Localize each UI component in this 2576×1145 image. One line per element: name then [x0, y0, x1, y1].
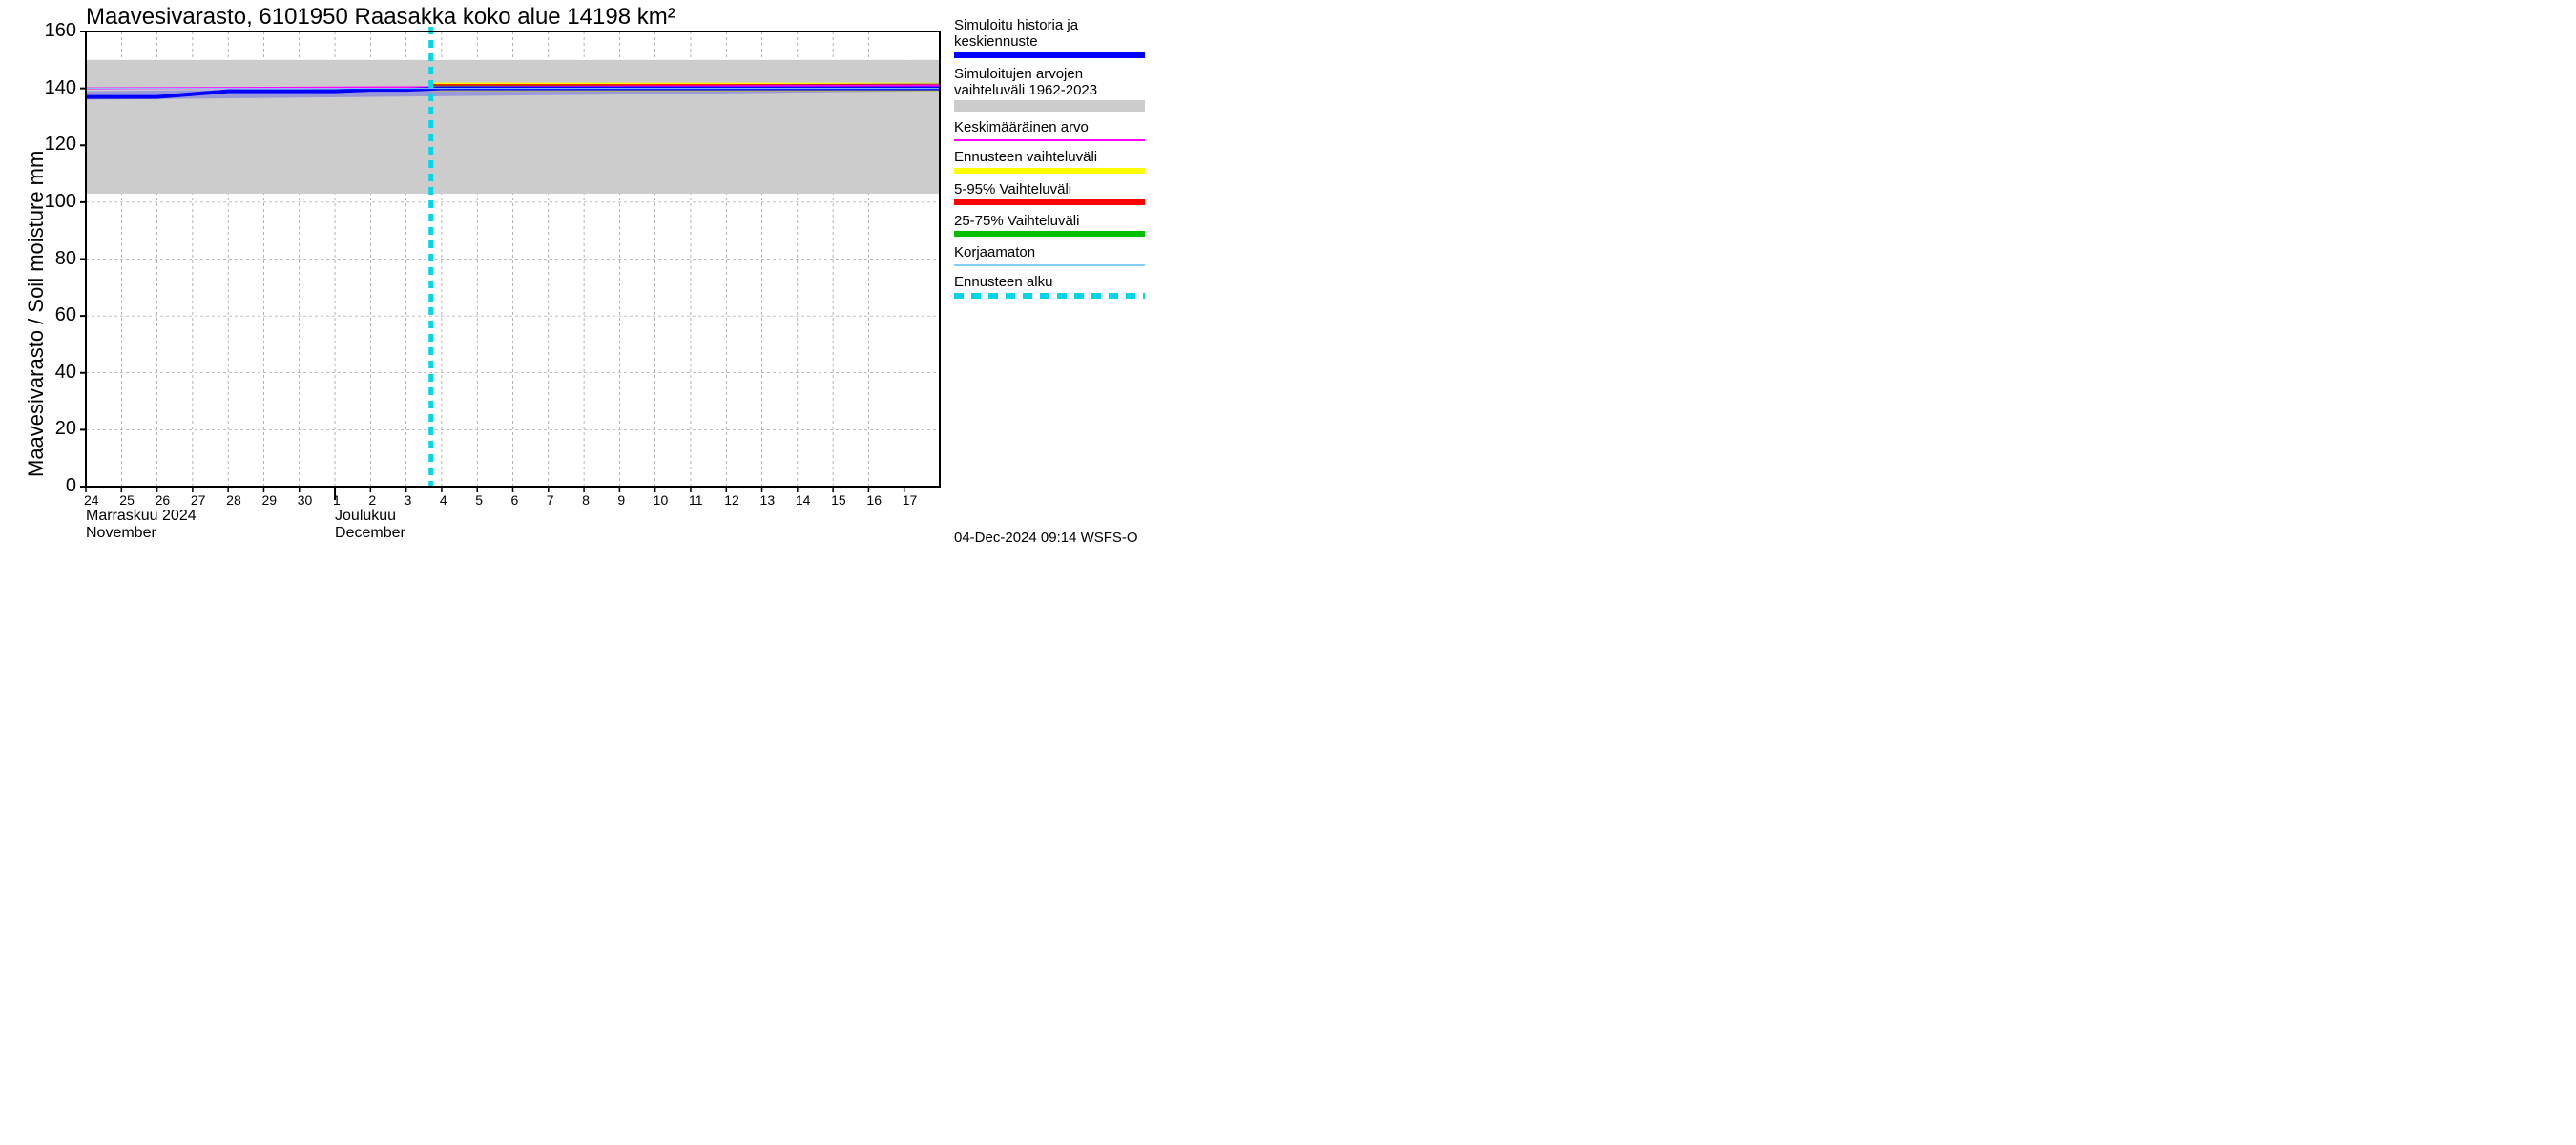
x-tick: 3: [405, 492, 412, 508]
legend-swatch: [954, 199, 1145, 205]
x-tick: 7: [547, 492, 554, 508]
legend-label: vaihteluväli 1962-2023: [954, 82, 1154, 98]
y-tick: 160: [29, 20, 76, 42]
x-tick: 30: [298, 492, 313, 508]
x-tick: 2: [368, 492, 376, 508]
legend-entry: Ennusteen vaihteluväli: [954, 149, 1154, 173]
legend-label: Korjaamaton: [954, 244, 1154, 260]
legend-swatch: [954, 100, 1145, 112]
footer-timestamp: 04-Dec-2024 09:14 WSFS-O: [954, 530, 1138, 546]
legend-entry: Keskimääräinen arvo: [954, 119, 1154, 141]
x-tick: 24: [84, 492, 99, 508]
legend-entry: Simuloitu historia jakeskiennuste: [954, 17, 1154, 58]
x-tick: 1: [333, 492, 341, 508]
x-tick: 17: [903, 492, 918, 508]
legend-swatch: [954, 293, 1145, 299]
legend-swatch: [954, 168, 1145, 174]
legend-label: Simuloitu historia ja: [954, 17, 1154, 33]
y-tick: 140: [29, 77, 76, 99]
plot-area: [0, 0, 954, 572]
y-tick: 0: [29, 475, 76, 497]
legend-swatch: [954, 231, 1145, 237]
x-group-label: Marraskuu 2024November: [86, 508, 197, 542]
x-tick: 10: [654, 492, 669, 508]
x-tick: 29: [261, 492, 277, 508]
y-tick: 60: [29, 304, 76, 326]
legend-label: 5-95% Vaihteluväli: [954, 181, 1154, 198]
legend-label: Ennusteen alku: [954, 274, 1154, 290]
x-tick: 26: [156, 492, 171, 508]
x-tick: 15: [831, 492, 846, 508]
x-tick: 12: [724, 492, 739, 508]
legend-entry: 25-75% Vaihteluväli: [954, 213, 1154, 237]
x-group-label: JoulukuuDecember: [335, 508, 405, 542]
legend-swatch: [954, 52, 1145, 58]
x-tick: 5: [475, 492, 483, 508]
x-tick: 25: [119, 492, 135, 508]
legend-entry: Korjaamaton: [954, 244, 1154, 266]
legend-swatch: [954, 264, 1145, 266]
x-tick: 9: [617, 492, 625, 508]
legend-label: Simuloitujen arvojen: [954, 66, 1154, 82]
legend-label: Ennusteen vaihteluväli: [954, 149, 1154, 165]
x-tick: 11: [689, 492, 703, 508]
x-tick: 28: [226, 492, 241, 508]
legend: Simuloitu historia jakeskiennusteSimuloi…: [954, 17, 1154, 306]
y-tick: 120: [29, 134, 76, 156]
y-tick: 100: [29, 191, 76, 213]
legend-swatch: [954, 139, 1145, 141]
x-tick: 13: [760, 492, 776, 508]
x-tick: 4: [440, 492, 447, 508]
y-tick: 80: [29, 248, 76, 270]
x-tick: 14: [796, 492, 811, 508]
x-tick: 16: [866, 492, 882, 508]
chart-container: Maavesivarasto, 6101950 Raasakka koko al…: [0, 0, 1288, 572]
legend-entry: Simuloitujen arvojenvaihteluväli 1962-20…: [954, 66, 1154, 113]
legend-label: Keskimääräinen arvo: [954, 119, 1154, 135]
y-tick: 40: [29, 362, 76, 384]
legend-label: keskiennuste: [954, 33, 1154, 50]
x-tick: 27: [191, 492, 206, 508]
legend-entry: 5-95% Vaihteluväli: [954, 181, 1154, 205]
legend-entry: Ennusteen alku: [954, 274, 1154, 298]
y-tick: 20: [29, 418, 76, 440]
x-tick: 6: [511, 492, 519, 508]
legend-label: 25-75% Vaihteluväli: [954, 213, 1154, 229]
x-tick: 8: [582, 492, 590, 508]
